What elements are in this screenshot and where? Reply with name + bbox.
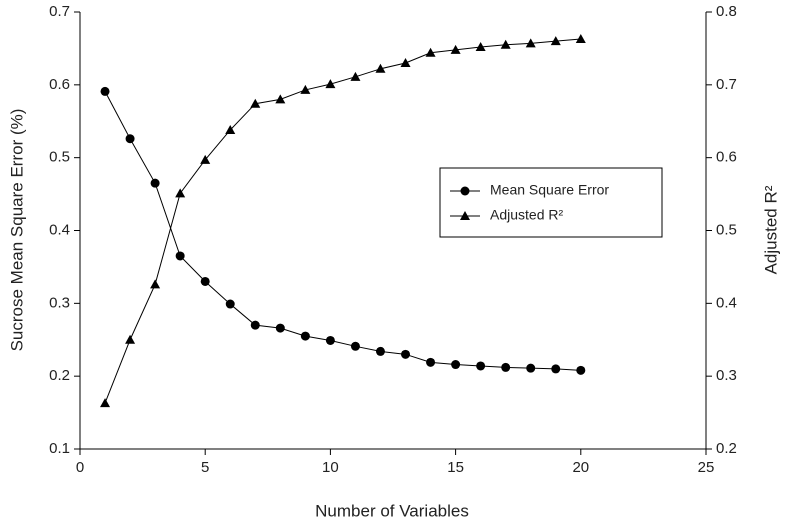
marker	[426, 357, 436, 367]
y-tick-label: 0.5	[49, 149, 70, 166]
x-tick-label: 25	[698, 459, 715, 476]
y2-tick-label: 0.7	[716, 76, 737, 93]
y-tick-label: 0.7	[49, 3, 70, 20]
y2-axis-label: Adjusted R²	[761, 185, 780, 274]
marker	[250, 320, 260, 330]
legend-marker	[460, 211, 470, 220]
marker	[525, 38, 536, 48]
marker	[575, 33, 586, 43]
marker	[476, 361, 486, 371]
marker	[475, 41, 486, 51]
marker	[501, 362, 511, 372]
marker	[300, 331, 310, 341]
marker	[125, 334, 136, 344]
y-tick-label: 0.3	[49, 294, 70, 311]
y2-tick-label: 0.8	[716, 3, 737, 20]
marker	[500, 39, 511, 49]
y-tick-label: 0.1	[49, 440, 70, 457]
y2-tick-label: 0.2	[716, 440, 737, 457]
x-axis-label: Number of Variables	[315, 501, 469, 520]
marker	[450, 44, 461, 54]
x-tick-label: 10	[322, 459, 339, 476]
marker	[225, 299, 235, 309]
marker	[275, 94, 286, 104]
x-tick-label: 5	[201, 459, 209, 476]
marker	[350, 71, 361, 81]
marker	[401, 349, 411, 359]
marker	[425, 47, 436, 57]
marker	[526, 363, 536, 373]
legend-marker	[460, 186, 470, 196]
y-tick-label: 0.2	[49, 367, 70, 384]
y-tick-label: 0.4	[49, 221, 70, 238]
marker	[150, 279, 161, 289]
marker	[100, 398, 111, 408]
marker	[451, 360, 461, 370]
marker	[150, 178, 160, 188]
marker	[550, 36, 561, 46]
y-axis-label: Sucrose Mean Square Error (%)	[7, 109, 26, 352]
y-tick-label: 0.6	[49, 76, 70, 93]
legend-box	[439, 167, 663, 238]
marker	[200, 276, 210, 286]
x-tick-label: 20	[572, 459, 589, 476]
marker	[175, 188, 186, 198]
marker	[400, 57, 411, 67]
series-line	[104, 38, 581, 404]
marker	[250, 98, 261, 108]
marker	[375, 346, 385, 356]
marker	[100, 86, 110, 96]
marker	[551, 364, 561, 374]
marker	[225, 124, 236, 134]
marker	[125, 134, 135, 144]
marker	[275, 323, 285, 333]
legend-label: Mean Square Error	[490, 182, 609, 198]
marker	[350, 341, 360, 351]
y2-tick-label: 0.3	[716, 367, 737, 384]
marker	[200, 154, 211, 164]
marker	[375, 63, 386, 73]
marker	[175, 251, 185, 261]
marker	[325, 335, 335, 345]
marker	[300, 84, 311, 94]
y2-tick-label: 0.5	[716, 221, 737, 238]
x-tick-label: 0	[76, 459, 84, 476]
marker	[576, 365, 586, 375]
y2-tick-label: 0.4	[716, 294, 737, 311]
marker	[325, 79, 336, 89]
legend-label: Adjusted R²	[490, 207, 563, 223]
x-tick-label: 15	[447, 459, 464, 476]
y2-tick-label: 0.6	[716, 149, 737, 166]
